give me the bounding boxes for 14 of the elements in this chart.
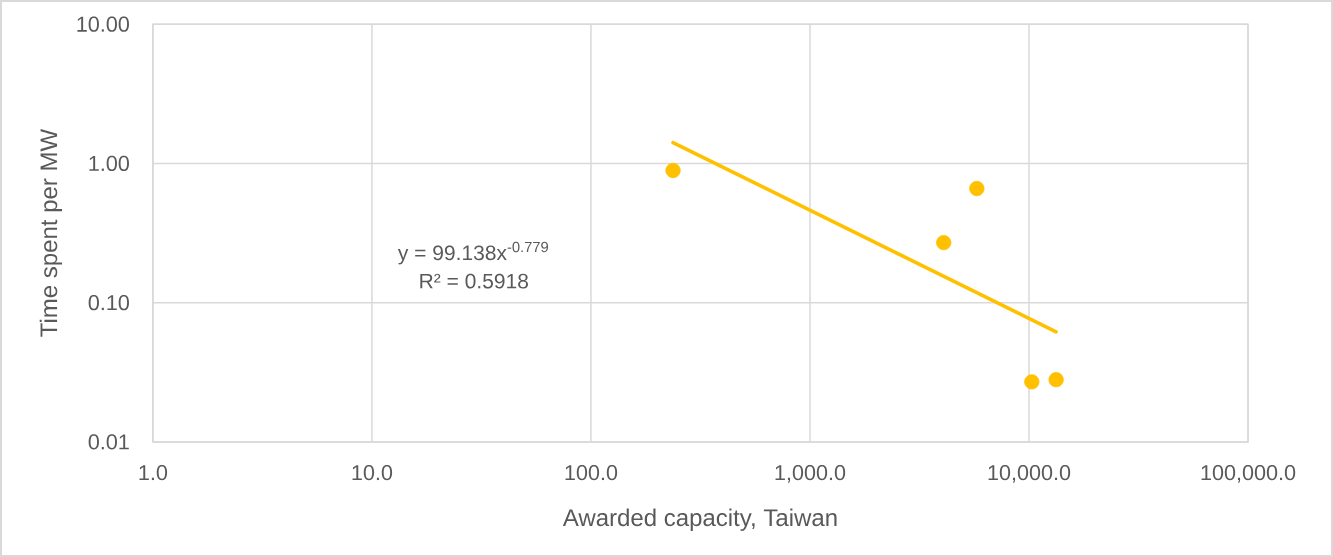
annotation: R² = 0.5918 (420, 273, 528, 289)
y-tick-label: 1.00 (89, 155, 129, 172)
annotation: y = 99.138x$^{-0.779}$ (397, 241, 549, 265)
x-tick-label: 10.0 (352, 464, 393, 481)
x-tick-label: 100.0 (565, 464, 618, 481)
y-tick-label: 0.10 (88, 295, 129, 311)
x-tick-label: 1.0 (139, 464, 168, 481)
y-tick-label: 10.00 (77, 16, 129, 32)
x-tick-label: 100,000.0 (1201, 464, 1296, 483)
x-tick-label: 10,000.0 (988, 464, 1071, 483)
x-tick-label: 1,000.0 (775, 464, 846, 483)
x-axis-title: Awarded capacity, Taiwan (562, 508, 837, 531)
y-tick-label: 0.01 (88, 434, 129, 450)
y-axis-title: Time spent per MW (39, 128, 63, 337)
